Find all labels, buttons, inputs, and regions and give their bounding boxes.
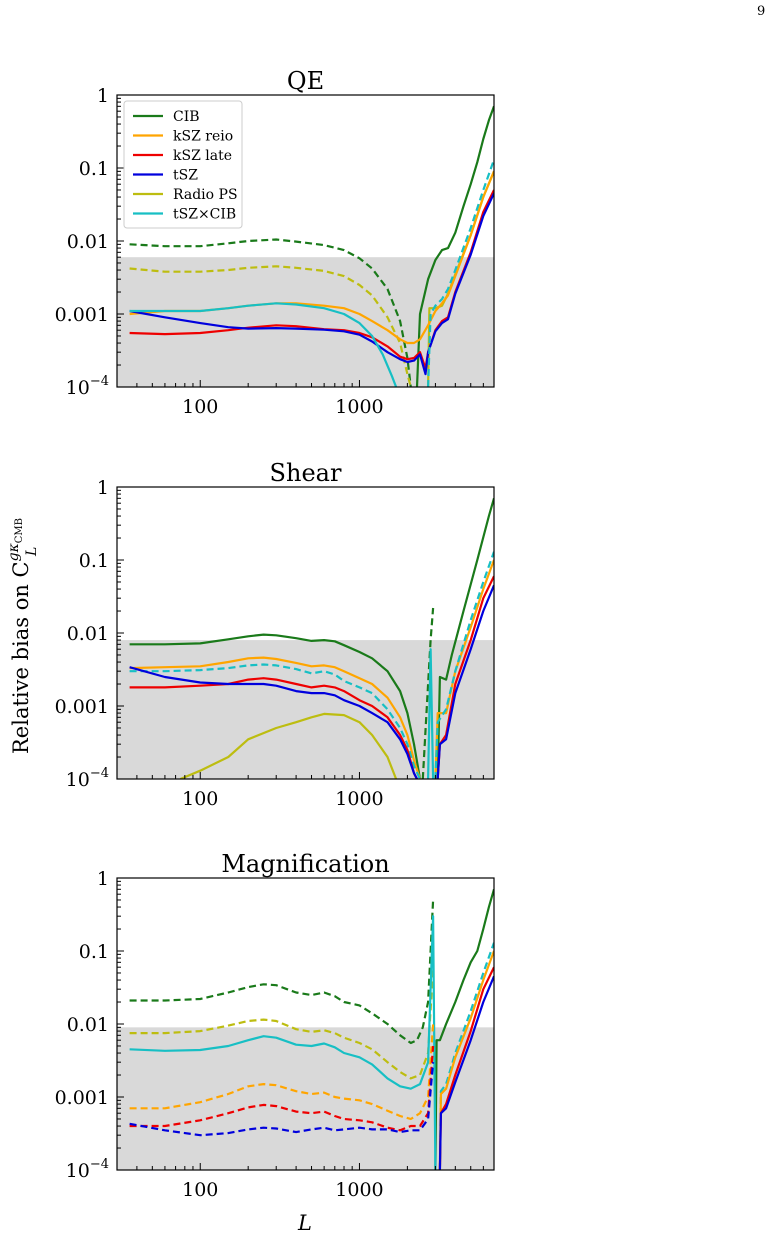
series-line-tsz-x-cib [427,159,494,387]
y-tick-label: 10−4 [66,766,109,791]
legend-label-cib: CIB [173,109,200,125]
legend-label-tsz-x-cib: tSZ×CIB [173,207,236,223]
y-tick-label: 0.1 [79,158,109,180]
y-tick-label: 10−4 [66,374,109,399]
ylabel-sup: gκ [6,543,22,561]
series-line-cib [129,899,435,1045]
panel-title: Magnification [221,850,389,878]
series-line-tsz-x-cib [129,915,437,1170]
series-line-tsz-x-cib [434,551,494,779]
x-tick-label: 100 [182,788,218,810]
series-line-radio-ps [129,265,412,387]
legend-label-radio-ps: Radio PS [173,187,238,203]
x-tick-label: 1000 [335,396,383,418]
legend-label-ksz-late: kSZ late [173,148,232,164]
series-line-cib [421,607,435,779]
series-line-ksz-reio [129,1023,435,1121]
x-tick-label: 100 [182,396,218,418]
legend-label-tsz: tSZ [173,168,198,184]
series-line-tsz-x-cib [427,648,435,779]
series-line-tsz-x-cib [438,942,494,1170]
series-line-tsz [129,192,494,376]
y-tick-label: 1 [97,477,109,499]
series-line-ksz-reio [438,950,494,1170]
series-line-cib [436,497,494,779]
series-line-radio-ps [179,712,398,779]
x-tick-label: 100 [182,1179,218,1201]
series-line-cib [129,238,412,387]
legend: CIB kSZ reio kSZ late tSZ Radio PS tSZ×CIB [123,100,243,229]
ylabel-main: Relative bias on C [9,561,33,754]
panel-magnification: 100 1000 1 0.1 0.01 0.001 10−4 Magnification [55,850,495,1201]
y-tick-label: 0.001 [55,304,109,326]
panel-shear: 100 1000 1 0.1 0.01 0.001 10−4 Shear [55,459,495,810]
legend-box [123,100,243,229]
series-line-radio-ps [129,967,435,1080]
y-tick-label: 1 [97,868,109,890]
series-line-tsz-x-cib [129,302,398,387]
y-tick-label: 1 [97,85,109,107]
y-tick-label: 0.001 [55,1087,109,1109]
series-line-tsz [436,584,494,779]
y-tick-label: 0.001 [55,696,109,718]
legend-label-ksz-reio: kSZ reio [173,129,233,145]
svg-text:Relative bias on CgκCMBL: Relative bias on CgκCMB L [6,518,40,754]
x-tick-label: 1000 [335,1179,383,1201]
series-lines [129,497,494,779]
series-line-tsz [438,975,494,1170]
y-tick-label: 0.1 [79,550,109,572]
panel-title: QE [287,67,324,95]
y-tick-label: 0.01 [67,623,109,645]
y-tick-label: 0.1 [79,941,109,963]
series-lines [129,888,494,1170]
panel-title: Shear [270,459,342,487]
y-tick-label: 0.01 [67,1014,109,1036]
ylabel-sub: L [24,547,40,557]
series-lines [129,105,494,387]
y-tick-label: 0.01 [67,231,109,253]
y-axis-label: Relative bias on CgκCMB L [6,518,40,754]
series-line-ksz-reio [129,656,422,779]
panel-qe: 100 1000 1 0.1 0.01 0.001 10−4 QE CIB kSZ reio kSZ… [55,67,495,418]
series-line-cib [434,888,494,1170]
series-line-tsz [129,1062,435,1137]
series-line-tsz [129,666,418,779]
x-axis-label: L [297,1211,312,1235]
x-tick-label: 1000 [335,788,383,810]
series-line-ksz-late [129,1045,435,1132]
page-number: 9 [757,4,766,19]
error-band [117,257,494,387]
series-line-cib [129,633,422,779]
y-tick-label: 10−4 [66,1157,109,1182]
ylabel-sup-sub: CMB [14,518,25,543]
series-line-cib [415,105,494,387]
